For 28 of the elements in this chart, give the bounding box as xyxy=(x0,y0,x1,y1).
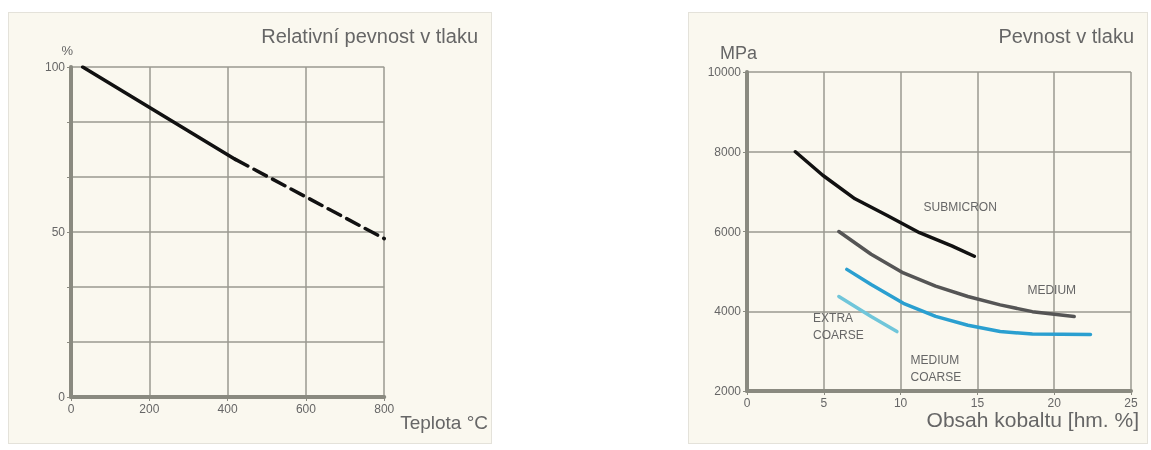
y-tick-label: 50 xyxy=(51,225,66,239)
y-tick-label: 10000 xyxy=(707,65,742,79)
x-tick-label: 20 xyxy=(1047,396,1062,410)
x-tick-label: 5 xyxy=(820,396,828,410)
y-tick-label: 6000 xyxy=(714,224,742,239)
x-tick-label: 25 xyxy=(1124,396,1138,410)
x-tick-label: 800 xyxy=(374,402,395,416)
y-tick-label: 2000 xyxy=(714,384,742,398)
y-tick-label: 4000 xyxy=(714,304,742,319)
y-axis-title: % xyxy=(61,43,74,58)
x-tick-label: 0 xyxy=(67,402,75,416)
x-tick-label: 15 xyxy=(970,396,985,410)
y-tick-label: 8000 xyxy=(714,144,742,159)
x-tick-label: 600 xyxy=(295,402,317,416)
series-label: SUBMICRON xyxy=(923,199,997,214)
series-label: EXTRA COARSE xyxy=(813,310,864,342)
x-axis-title: Obsah kobaltu [hm. %] xyxy=(926,408,1139,431)
x-tick-label: 400 xyxy=(217,402,238,416)
series-label: MEDIUM xyxy=(1027,282,1077,297)
x-tick-label: 10 xyxy=(893,396,908,410)
x-tick-label: 0 xyxy=(743,396,751,410)
x-axis-title: Teplota °C xyxy=(400,412,488,433)
text: MEDIUM COARSE xyxy=(910,352,962,384)
chart-title: Relativní pevnost v tlaku xyxy=(261,25,478,47)
y-axis-title: MPa xyxy=(719,43,758,63)
chart-title: Pevnost v tlaku xyxy=(998,25,1134,47)
x-tick-label: 200 xyxy=(139,402,160,416)
y-tick-label: 100 xyxy=(44,60,66,74)
